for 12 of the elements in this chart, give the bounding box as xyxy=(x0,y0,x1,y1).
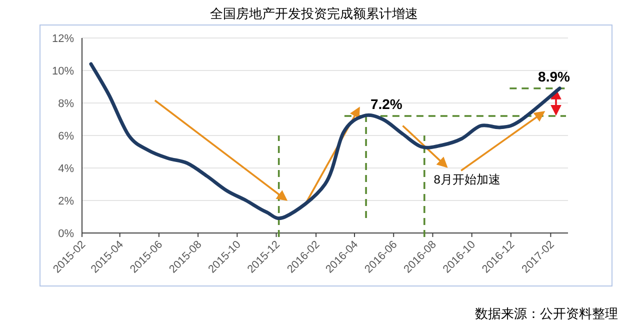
y-tick-label: 8% xyxy=(58,98,74,110)
annotation: 8月开始加速 xyxy=(434,172,500,186)
y-tick-label: 2% xyxy=(58,196,74,208)
y-tick-label: 12% xyxy=(52,33,74,45)
y-tick-label: 4% xyxy=(58,163,74,175)
ref-line-label: 7.2% xyxy=(370,96,403,112)
source-note: 数据来源：公开资料整理 xyxy=(475,306,618,321)
y-tick-label: 0% xyxy=(58,228,74,240)
chart-title: 全国房地产开发投资完成额累计增速 xyxy=(210,6,418,21)
ref-line-label: 8.9% xyxy=(538,68,570,84)
y-tick-label: 6% xyxy=(58,130,74,142)
y-tick-label: 10% xyxy=(52,66,74,78)
